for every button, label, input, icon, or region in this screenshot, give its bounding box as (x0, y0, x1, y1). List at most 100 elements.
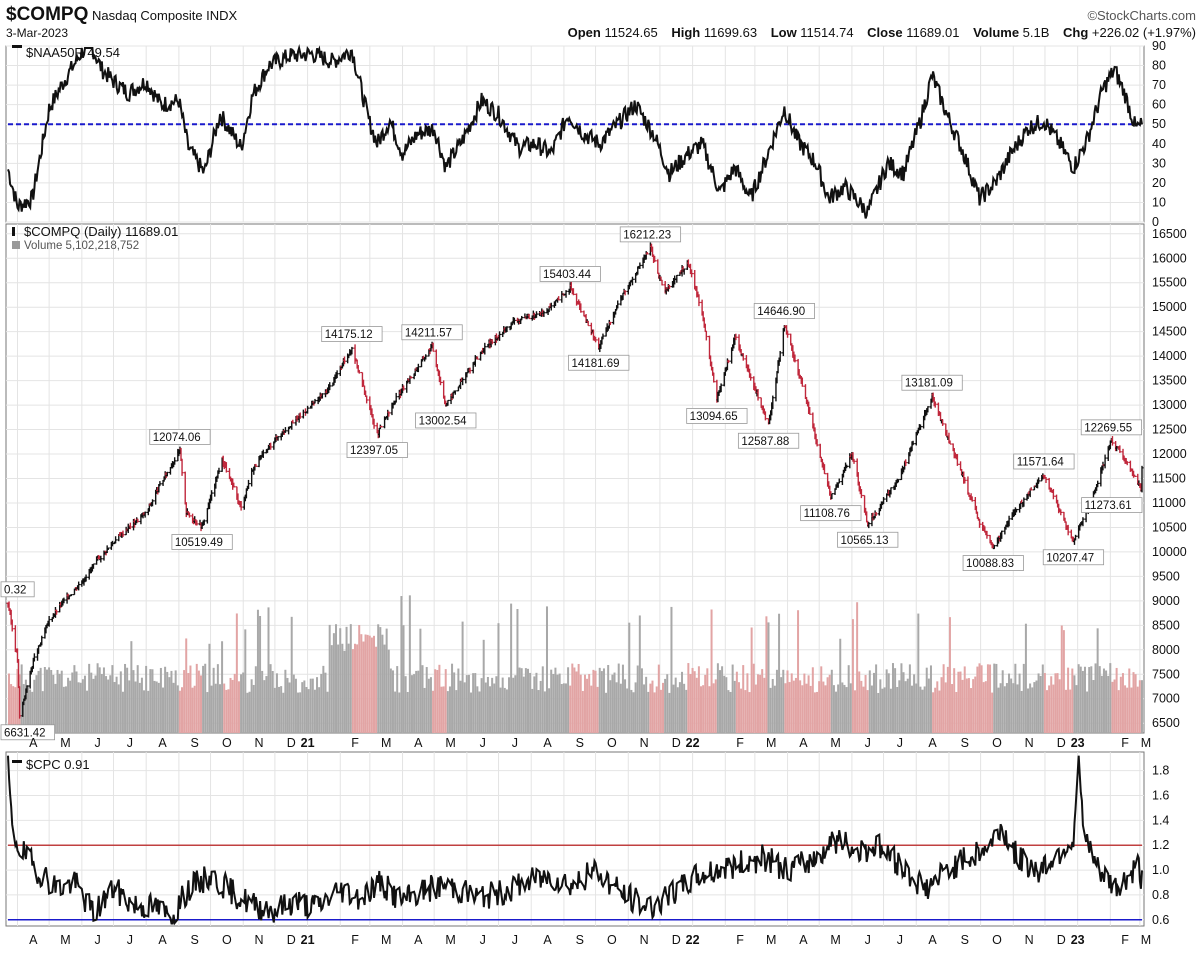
volume-bar (573, 667, 576, 733)
volume-bar (1086, 691, 1089, 733)
annotation-label: 12269.55 (1084, 422, 1132, 434)
volume-bar (162, 687, 165, 733)
volume-bar (149, 669, 152, 733)
volume-bar (275, 673, 278, 733)
x-tick-label: J (480, 933, 486, 947)
volume-bar (383, 644, 386, 733)
volume-bar (206, 692, 209, 733)
volume-bar (12, 686, 15, 733)
x-tick-label: M (766, 736, 776, 750)
volume-bar (22, 684, 25, 733)
volume-bar (1107, 675, 1110, 733)
volume-bar (951, 684, 954, 733)
volume-bar (628, 622, 631, 733)
volume-bar (723, 675, 726, 733)
volume-bar (577, 663, 580, 733)
volume-bar (178, 690, 181, 733)
volume-bar (1117, 690, 1120, 733)
volume-bar (567, 667, 570, 733)
volume-bar (77, 682, 80, 733)
volume-bar (448, 686, 451, 733)
price-ytick: 14500 (1152, 325, 1187, 339)
volume-bar (803, 673, 806, 733)
volume-bar (1003, 686, 1006, 733)
volume-bar (223, 683, 226, 733)
volume-bar (102, 667, 105, 733)
volume-bar (128, 680, 131, 733)
volume-bar (309, 678, 312, 733)
volume-bar (877, 692, 880, 733)
volume-bar (1033, 682, 1036, 733)
volume-bar (864, 675, 867, 733)
volume-bar (792, 680, 795, 733)
x-tick-label: A (158, 736, 167, 750)
volume-bar (816, 691, 819, 733)
volume-bar (986, 664, 989, 733)
volume-bar (432, 690, 435, 733)
volume-bar (510, 603, 513, 733)
price-annotation: 14646.90 (753, 303, 815, 319)
annotation-label: 10207.47 (1046, 552, 1094, 564)
ticker-name: Nasdaq Composite INDX (92, 8, 238, 23)
volume-bar (881, 688, 884, 733)
volume-bar (1079, 666, 1082, 733)
volume-bar (554, 667, 557, 733)
volume-bar (999, 683, 1002, 733)
volume-bar (771, 678, 774, 733)
brand-watermark[interactable]: ©StockCharts.com (1087, 8, 1196, 23)
volume-bar (841, 682, 844, 733)
volume-bar (1081, 670, 1084, 733)
x-tick-label: M (445, 736, 455, 750)
annotation-box (401, 324, 463, 341)
volume-bar (870, 685, 873, 733)
volume-bar (600, 671, 603, 733)
volume-bar (52, 674, 55, 733)
volume-bar (143, 690, 146, 733)
price-ytick: 8000 (1152, 643, 1180, 657)
volume-bar (381, 634, 384, 733)
volume-bar (693, 671, 696, 733)
annotation-box (1042, 549, 1105, 566)
volume-bar (455, 690, 458, 733)
volume-bar (788, 682, 791, 733)
volume-bar (408, 595, 411, 733)
volume-bar (429, 677, 432, 733)
annotation-box (0, 581, 35, 598)
x-tick-label: M (60, 933, 70, 947)
volume-bar (326, 691, 329, 733)
volume-bar (539, 680, 542, 733)
volume-bar (421, 665, 424, 733)
volume-bar (828, 674, 831, 733)
volume-bar (497, 623, 500, 733)
volume-bar (1062, 630, 1065, 733)
breadth-ytick: 0 (1152, 215, 1159, 229)
volume-bar (778, 613, 781, 733)
volume-bar (1121, 673, 1124, 733)
volume-bar (1102, 668, 1105, 733)
putcall-ytick: 1.4 (1152, 813, 1169, 827)
volume-bar (31, 691, 34, 733)
putcall-panel: 0.6 0.8 1.0 1.2 1.4 1.6 1.8 $CPC 0.91 (5, 751, 1169, 927)
volume-bar (657, 664, 660, 733)
volume-bar (1060, 625, 1063, 733)
x-tick-label: D (1057, 933, 1066, 947)
volume-bar (697, 666, 700, 733)
volume-bar (765, 616, 768, 733)
volume-bar (151, 669, 154, 733)
volume-bar (316, 677, 319, 733)
x-tick-label: O (222, 736, 232, 750)
x-tick-label: J (865, 736, 871, 750)
volume-bar (613, 672, 616, 733)
volume-bar (303, 680, 306, 733)
x-tick-label: A (158, 933, 167, 947)
volume-bar (917, 613, 920, 733)
volume-bar (1018, 673, 1021, 733)
volume-bar (343, 650, 346, 733)
volume-bar (250, 679, 253, 733)
annotation-label: 11273.61 (1085, 500, 1132, 512)
volume-bar (172, 682, 175, 733)
volume-bar (39, 667, 42, 733)
price-annotation: 14181.69 (568, 354, 630, 371)
x-tick-label: S (961, 933, 969, 947)
volume-bar (166, 671, 169, 733)
